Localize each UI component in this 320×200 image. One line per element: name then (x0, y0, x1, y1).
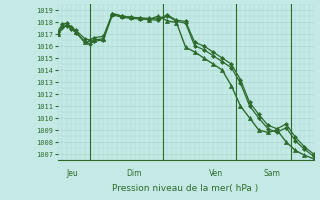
Text: Ven: Ven (208, 169, 223, 178)
Text: Jeu: Jeu (67, 169, 78, 178)
Text: Sam: Sam (263, 169, 280, 178)
Text: Dim: Dim (126, 169, 142, 178)
X-axis label: Pression niveau de la mer( hPa ): Pression niveau de la mer( hPa ) (112, 184, 259, 193)
